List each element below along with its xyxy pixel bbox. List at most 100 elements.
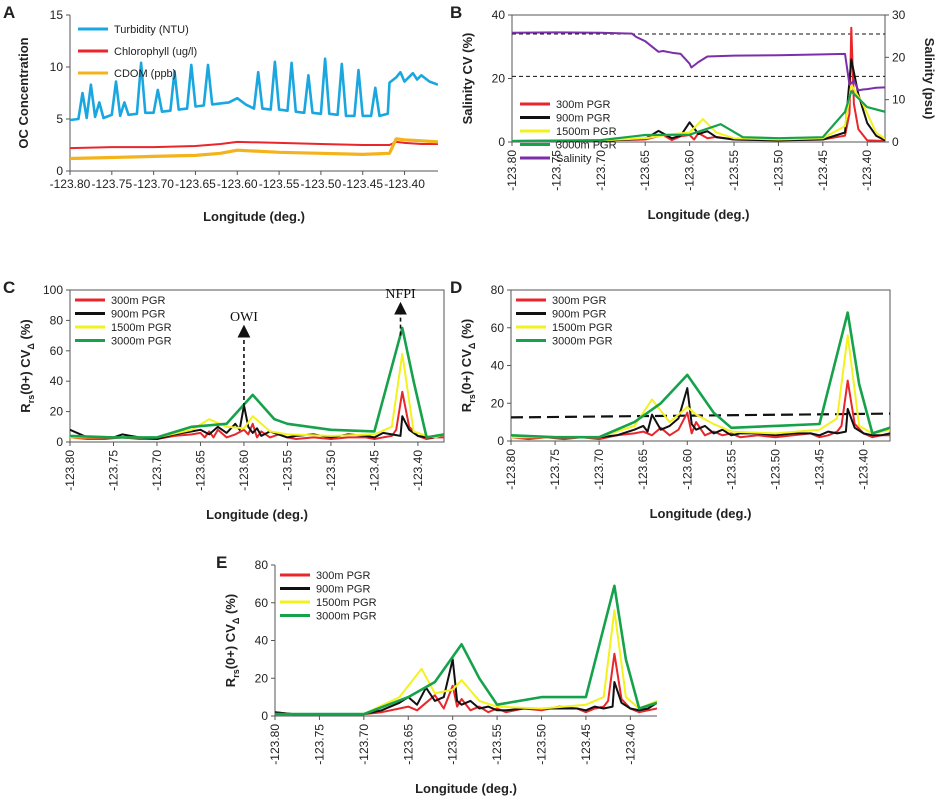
y-tick-label: 40 bbox=[50, 374, 64, 388]
x-tick-label: -123.80 bbox=[504, 449, 518, 490]
x-tick-label: -123.55 bbox=[490, 724, 504, 765]
x-tick-label: -123.40 bbox=[860, 150, 874, 191]
x-axis-title: Longitude (deg.) bbox=[650, 506, 752, 521]
legend-label: 1500m PGR bbox=[111, 322, 172, 334]
series-line-300m-pgr bbox=[70, 390, 444, 440]
y-tick-label: 80 bbox=[255, 558, 269, 572]
x-tick-label: -123.65 bbox=[636, 449, 650, 490]
x-tick-label: -123.55 bbox=[727, 150, 741, 191]
series-line-salinity bbox=[512, 31, 885, 92]
legend-label: 3000m PGR bbox=[556, 140, 617, 152]
legend-label: 3000m PGR bbox=[316, 611, 377, 623]
legend-label: CDOM (ppb) bbox=[114, 68, 176, 80]
y-right-tick-label: 0 bbox=[892, 135, 899, 149]
y-axis-title: Rrs(0+) CVΔ (%) bbox=[459, 319, 477, 412]
legend-label: Turbidity (NTU) bbox=[114, 24, 189, 36]
y-axis-title: Rrs(0+) CVΔ (%) bbox=[18, 319, 36, 412]
legend-label: 300m PGR bbox=[316, 570, 370, 582]
x-tick-label: -123.45 bbox=[367, 450, 381, 491]
x-tick-label: -123.60 bbox=[237, 450, 251, 491]
y-tick-label: 60 bbox=[50, 344, 64, 358]
legend-label: Chlorophyll (ug/l) bbox=[114, 46, 197, 58]
series-group bbox=[275, 584, 657, 716]
x-tick-label: -123.80 bbox=[50, 177, 91, 191]
x-tick-label: -123.60 bbox=[683, 150, 697, 191]
legend-label: 300m PGR bbox=[556, 99, 610, 111]
panel-letter: D bbox=[450, 278, 462, 297]
y-right-tick-label: 10 bbox=[892, 93, 906, 107]
threshold-line bbox=[510, 412, 891, 419]
series-group bbox=[511, 311, 890, 441]
x-tick-label: -123.75 bbox=[549, 150, 563, 191]
annotation-label: NFPI bbox=[385, 287, 416, 302]
x-tick-label: -123.45 bbox=[579, 724, 593, 765]
y-tick-label: 0 bbox=[498, 135, 505, 149]
y-tick-label: 60 bbox=[255, 596, 269, 610]
y-right-tick-label: 30 bbox=[892, 8, 906, 22]
x-tick-label: -123.70 bbox=[150, 450, 164, 491]
legend-label: 900m PGR bbox=[556, 113, 610, 125]
plot-frame bbox=[69, 289, 445, 443]
y-axis-title: Rrs(0+) CVΔ (%) bbox=[223, 594, 241, 687]
series-line-cdom-ppb- bbox=[70, 137, 438, 161]
series-line-3000m-pgr bbox=[511, 311, 890, 439]
panel-b: B 0 20 40 0 10 20 30 -123.80 -123.75 -123.70 -123.6… bbox=[450, 3, 937, 222]
y-tick-label: 10 bbox=[50, 60, 64, 74]
x-tick-label: -123.60 bbox=[446, 724, 460, 765]
x-tick-label: -123.80 bbox=[505, 150, 519, 191]
x-tick-label: -123.70 bbox=[594, 150, 608, 191]
x-tick-label: -123.40 bbox=[857, 449, 871, 490]
y-tick-label: 80 bbox=[50, 313, 64, 327]
x-tick-label: -123.80 bbox=[268, 724, 282, 765]
x-tick-label: -123.45 bbox=[816, 150, 830, 191]
y-right-tick-label: 20 bbox=[892, 50, 906, 64]
series-line-chlorophyll-ug-l- bbox=[70, 140, 438, 150]
y-tick-label: 40 bbox=[255, 634, 269, 648]
panel-letter: C bbox=[3, 278, 15, 297]
y-axis-title: OC Concentration bbox=[16, 37, 31, 148]
y-tick-label: 80 bbox=[491, 283, 505, 297]
x-tick-label: -123.55 bbox=[724, 449, 738, 490]
y-tick-label: 0 bbox=[261, 709, 268, 723]
series-line-900m-pgr bbox=[275, 658, 657, 716]
y-tick-label: 5 bbox=[56, 112, 63, 126]
x-axis-title: Longitude (deg.) bbox=[415, 781, 517, 796]
y-tick-label: 20 bbox=[50, 405, 64, 419]
series-line-3000m-pgr bbox=[70, 326, 444, 439]
x-tick-label: -123.40 bbox=[411, 450, 425, 491]
x-tick-label: -123.45 bbox=[342, 177, 383, 191]
x-tick-label: -123.75 bbox=[312, 724, 326, 765]
x-tick-label: -123.65 bbox=[401, 724, 415, 765]
legend-label: 900m PGR bbox=[111, 309, 165, 321]
panel-d: D 0 20 40 60 80 -123.80 -123.75 -123.70 -123.65 -1… bbox=[450, 278, 891, 521]
x-tick-label: -123.75 bbox=[106, 450, 120, 491]
x-tick-label: -123.60 bbox=[680, 449, 694, 490]
y-tick-label: 0 bbox=[56, 164, 63, 178]
legend-label: 1500m PGR bbox=[552, 322, 613, 334]
x-tick-label: -123.65 bbox=[638, 150, 652, 191]
series-line-3000m-pgr bbox=[275, 584, 657, 716]
series-group bbox=[512, 26, 885, 142]
panel-letter: A bbox=[3, 3, 15, 22]
legend-label: 1500m PGR bbox=[556, 126, 617, 138]
x-tick-label: -123.55 bbox=[259, 177, 300, 191]
x-tick-label: -123.65 bbox=[193, 450, 207, 491]
x-tick-label: -123.50 bbox=[324, 450, 338, 491]
series-line-900m-pgr bbox=[511, 387, 890, 439]
series-line-1500m-pgr bbox=[70, 352, 444, 439]
x-axis-title: Longitude (deg.) bbox=[206, 507, 308, 522]
y-tick-label: 0 bbox=[497, 434, 504, 448]
y-tick-label: 100 bbox=[43, 283, 63, 297]
x-tick-label: -123.80 bbox=[63, 450, 77, 491]
x-tick-label: -123.45 bbox=[812, 449, 826, 490]
y-tick-label: 40 bbox=[492, 8, 506, 22]
panel-letter: E bbox=[216, 553, 227, 572]
x-tick-label: -123.70 bbox=[357, 724, 371, 765]
x-tick-label: -123.75 bbox=[548, 449, 562, 490]
x-tick-label: -123.40 bbox=[384, 177, 425, 191]
